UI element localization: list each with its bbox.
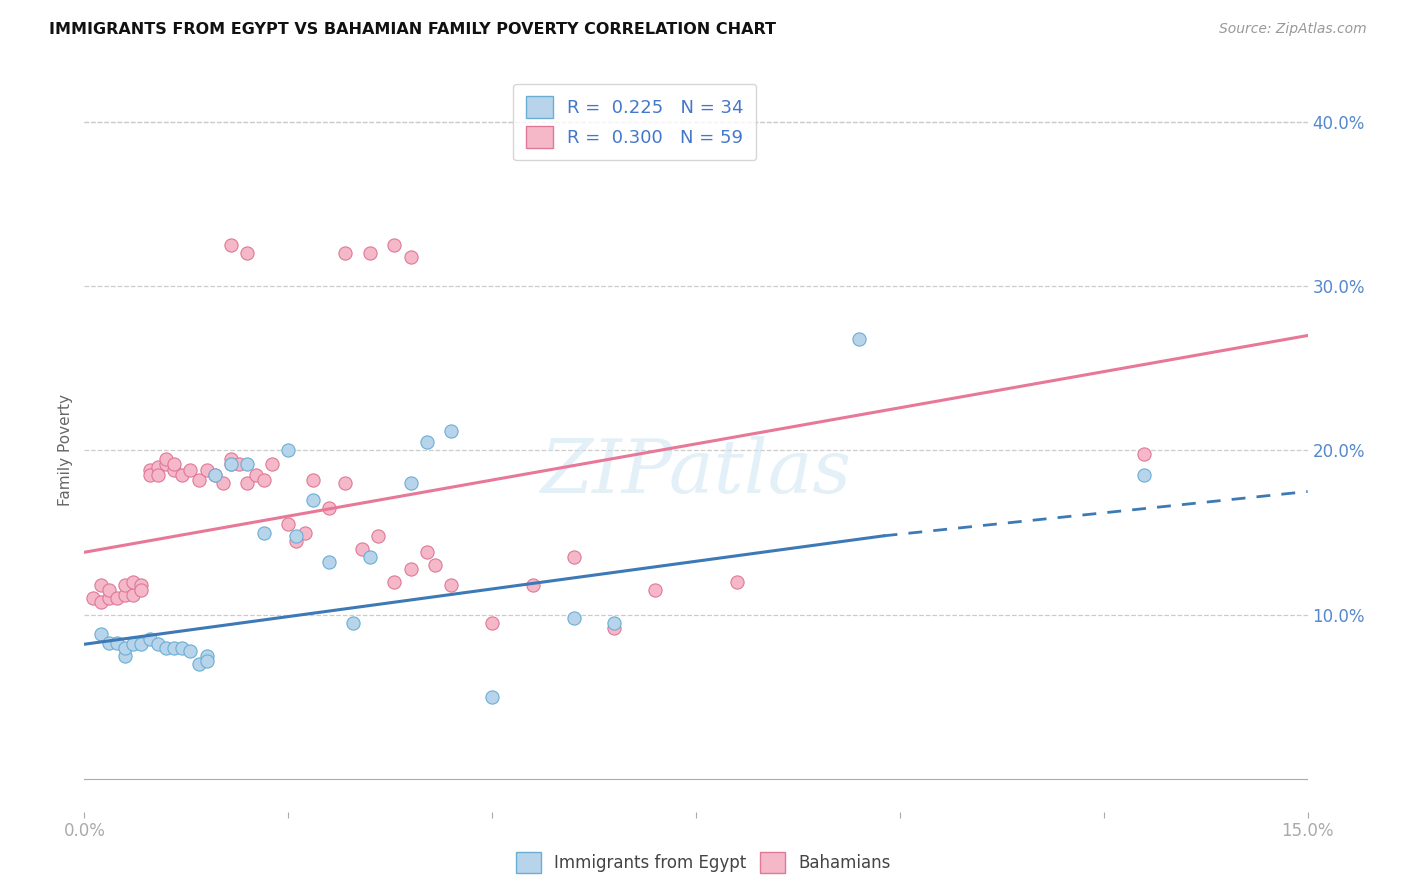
Point [1133,468,1156,483]
Point [195,648,218,663]
Point [114,578,136,592]
Point [342,615,364,630]
Point [399,476,422,491]
Point [236,246,259,260]
Point [367,529,389,543]
Point [382,574,405,589]
Point [179,644,201,658]
Point [204,468,226,483]
Point [155,451,177,466]
Point [187,657,209,671]
Point [105,591,128,606]
Point [481,615,503,630]
Point [155,457,177,471]
Point [603,615,626,630]
Point [562,611,585,625]
Point [219,238,242,252]
Point [219,457,242,471]
Point [146,637,169,651]
Point [416,545,439,559]
Point [195,463,218,477]
Point [114,648,136,663]
Point [155,640,177,655]
Point [228,457,250,471]
Point [350,541,373,556]
Y-axis label: Family Poverty: Family Poverty [58,394,73,507]
Point [97,635,120,649]
Text: IMMIGRANTS FROM EGYPT VS BAHAMIAN FAMILY POVERTY CORRELATION CHART: IMMIGRANTS FROM EGYPT VS BAHAMIAN FAMILY… [49,22,776,37]
Point [236,476,259,491]
Point [219,457,242,471]
Point [440,424,463,438]
Point [399,562,422,576]
Point [97,591,120,606]
Point [481,690,503,704]
Point [562,550,585,565]
Point [212,476,235,491]
Point [335,246,357,260]
Text: ZIPatlas: ZIPatlas [540,436,852,508]
Point [163,457,186,471]
Point [277,443,299,458]
Point [90,594,112,608]
Legend: R =  0.225   N = 34, R =  0.300   N = 59: R = 0.225 N = 34, R = 0.300 N = 59 [513,84,756,161]
Point [301,492,323,507]
Point [848,332,870,346]
Point [725,574,748,589]
Point [1133,447,1156,461]
Point [179,463,201,477]
Legend: Immigrants from Egypt, Bahamians: Immigrants from Egypt, Bahamians [509,846,897,880]
Point [138,632,160,647]
Point [318,500,340,515]
Point [522,578,544,592]
Point [382,238,405,252]
Point [204,468,226,483]
Point [122,637,145,651]
Point [146,459,169,474]
Point [97,582,120,597]
Point [423,558,446,573]
Point [318,555,340,569]
Point [644,582,666,597]
Point [105,635,128,649]
Point [195,654,218,668]
Point [294,525,316,540]
Point [163,463,186,477]
Point [163,640,186,655]
Point [172,640,194,655]
Point [122,574,145,589]
Point [82,591,104,606]
Point [399,250,422,264]
Point [253,525,276,540]
Point [131,582,153,597]
Point [146,468,169,483]
Point [253,473,276,487]
Point [359,550,381,565]
Point [236,457,259,471]
Point [131,637,153,651]
Point [260,457,283,471]
Point [359,246,381,260]
Point [285,533,308,548]
Point [90,578,112,592]
Point [138,463,160,477]
Point [172,468,194,483]
Point [277,517,299,532]
Point [122,588,145,602]
Point [138,468,160,483]
Point [603,621,626,635]
Point [440,578,463,592]
Point [90,627,112,641]
Point [335,476,357,491]
Point [131,578,153,592]
Point [219,451,242,466]
Point [285,529,308,543]
Point [301,473,323,487]
Text: Source: ZipAtlas.com: Source: ZipAtlas.com [1219,22,1367,37]
Point [114,640,136,655]
Point [187,473,209,487]
Point [416,435,439,450]
Point [114,588,136,602]
Point [245,468,267,483]
